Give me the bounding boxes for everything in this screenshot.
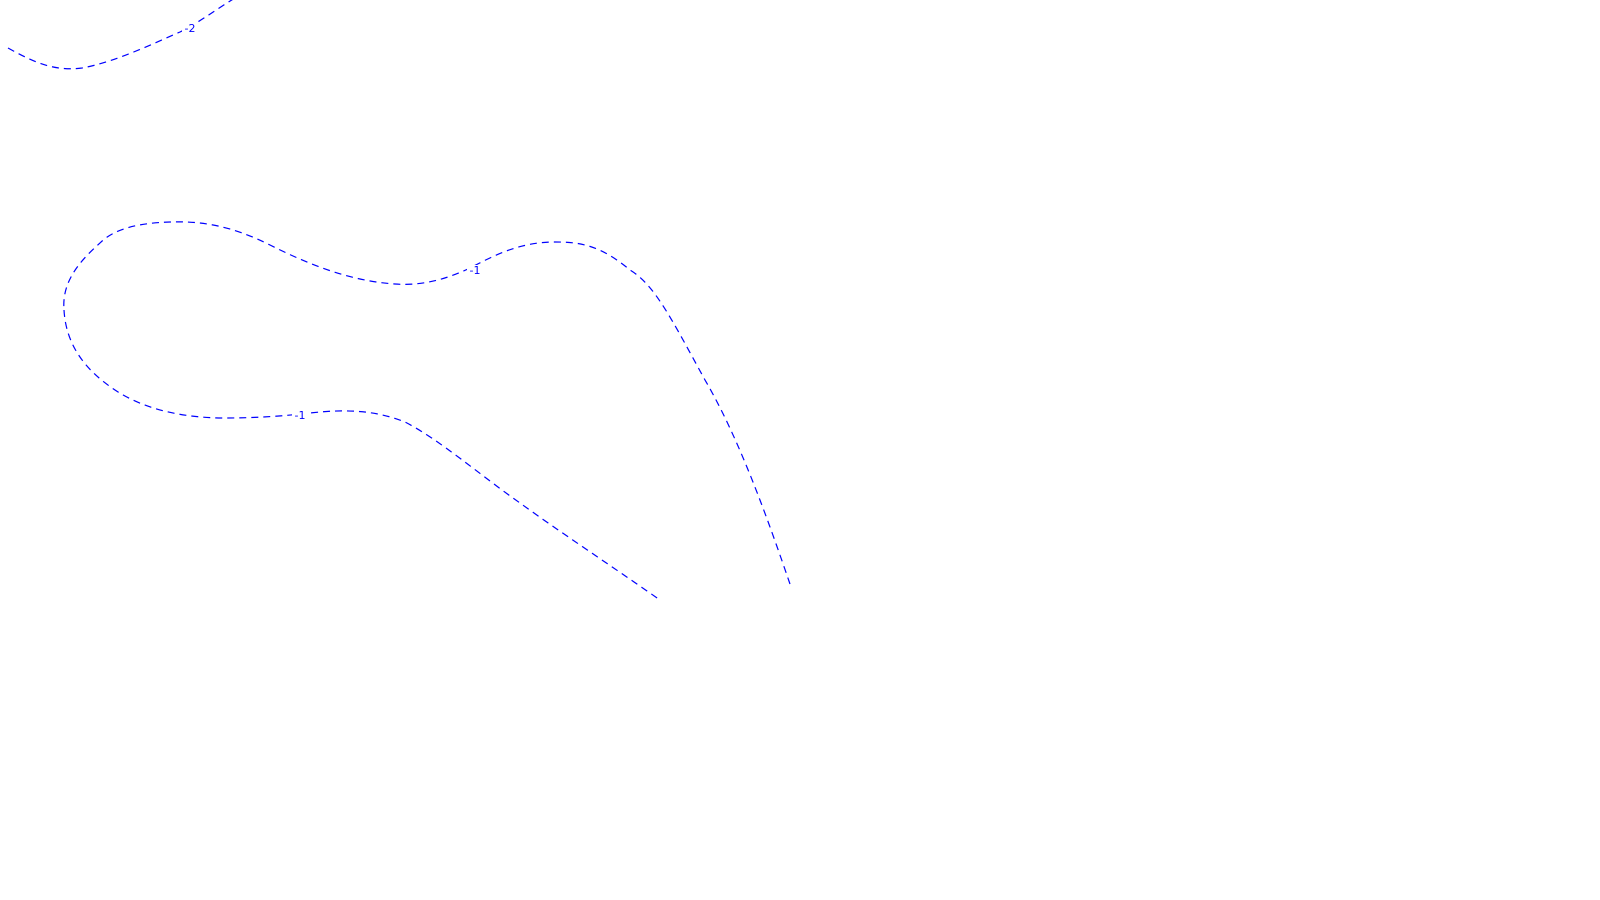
contour-label-loop-bottom-branch: -1 xyxy=(295,409,306,422)
contour-label-upper-left-curve: -2 xyxy=(185,22,196,35)
contour-label-background xyxy=(182,23,198,35)
contour-lines xyxy=(7,0,791,601)
contour-line-loop-top-branch xyxy=(63,221,791,585)
contour-line-loop-bottom-branch xyxy=(63,309,661,601)
contour-labels: -2 -1 -1 xyxy=(182,22,483,422)
contour-label-background xyxy=(467,265,483,277)
contour-line-upper-left-curve xyxy=(7,0,233,70)
contour-label-loop-top-branch: -1 xyxy=(470,264,481,277)
contour-label-background xyxy=(292,410,308,422)
